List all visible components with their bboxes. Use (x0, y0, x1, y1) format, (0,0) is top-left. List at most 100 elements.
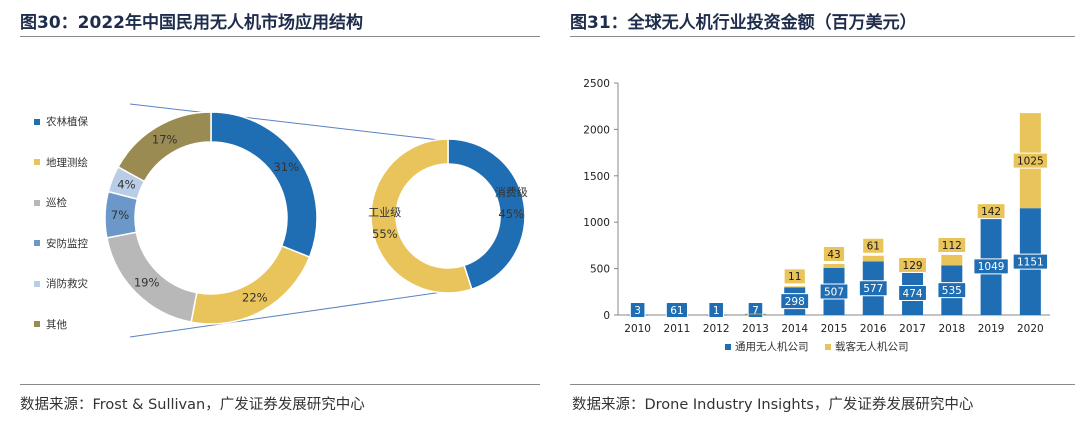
y-tick-label-2: 1000 (583, 217, 610, 229)
bar-label-s1-5: 43 (827, 249, 840, 261)
pie-legend-label-5: 其他 (46, 318, 67, 331)
bar-label-box-s0-6 (858, 280, 888, 297)
x-tick-label-1: 2011 (664, 323, 691, 335)
left-source-rule (20, 384, 540, 385)
bar-label-s1-9: 142 (981, 206, 1001, 218)
grade-donut-category-label-0: 消费级 (495, 185, 528, 199)
pie-legend-label-3: 安防监控 (46, 237, 88, 250)
application-donut-slice-5 (117, 111, 212, 183)
bar-label-box-s0-2 (708, 302, 724, 318)
bar-label-s1-10: 1025 (1017, 155, 1044, 167)
bar-label-box-s1-9 (976, 203, 1006, 220)
bar-label-box-s0-7 (898, 285, 927, 302)
grade-donut-value-label-1: 55% (372, 227, 398, 241)
stacked-bar-chart: 0 500 1000 1500 2000 2500 2010 3 2011 61 2012 1 2013… (583, 78, 1050, 353)
grade-donut-value-label-0: 45% (498, 207, 524, 221)
pie-legend-item-1: 地理测绘 (34, 155, 88, 170)
application-donut-value-label-5: 17% (152, 133, 178, 147)
bar-label-s1-6: 61 (867, 241, 880, 253)
bar-legend-label-0: 通用无人机公司 (735, 340, 809, 353)
pie-legend-swatch-3 (34, 240, 40, 246)
bar-s1-5 (823, 263, 845, 268)
bar-label-s0-3: 7 (752, 305, 759, 317)
x-tick-label-9: 2019 (978, 323, 1005, 335)
grade-donut-category-label-1: 工业级 (368, 206, 401, 219)
connector-line-bottom (129, 287, 471, 338)
left-source-note: 数据来源：Frost & Sullivan，广发证券发展研究中心 (20, 397, 365, 413)
bar-legend-swatch-1 (825, 344, 831, 350)
bar-s1-4 (784, 286, 806, 288)
application-donut-slice-0 (210, 111, 318, 258)
pie-legend-item-5: 其他 (34, 317, 67, 332)
bar-label-s1-4: 11 (788, 271, 801, 283)
application-donut-value-label-2: 19% (134, 275, 160, 289)
right-figure-panel: 图31：全球无人机行业投资金额（百万美元） 0 500 1000 1500 2000 25… (570, 0, 1080, 426)
x-tick-label-5: 2015 (821, 323, 848, 335)
x-tick-label-4: 2014 (781, 323, 808, 335)
application-donut-value-label-1: 22% (242, 291, 268, 305)
bar-label-box-s1-6 (862, 237, 885, 254)
bar-legend-label-1: 载客无人机公司 (835, 340, 909, 353)
bar-label-s0-5: 507 (824, 286, 844, 298)
bar-label-box-s1-4 (783, 268, 806, 285)
bar-label-s1-8: 112 (942, 240, 962, 252)
bar-label-s0-2: 1 (713, 305, 720, 317)
pie-legend-label-1: 地理测绘 (46, 156, 88, 169)
pie-legend-label-4: 消防救灾 (46, 278, 88, 290)
x-tick-label-10: 2020 (1017, 323, 1044, 335)
y-tick-label-5: 2500 (583, 78, 610, 90)
bar-label-s0-7: 474 (903, 288, 923, 300)
grade-donut-slice-1 (370, 138, 473, 294)
connector-line-top (129, 103, 449, 142)
bar-label-box-s0-1 (665, 302, 689, 318)
pie-legend-swatch-5 (34, 321, 40, 327)
x-tick-label-8: 2018 (938, 323, 965, 335)
bar-label-box-s0-9 (973, 258, 1009, 275)
bar-label-box-s1-7 (898, 257, 927, 274)
left-figure-panel: 图30：2022年中国民用无人机市场应用结构 农林植保 地理测绘 巡检 安防监控 消防救… (20, 13, 540, 413)
x-tick-label-6: 2016 (860, 323, 887, 335)
y-tick-label-3: 1500 (583, 171, 610, 183)
right-figure-title: 图31：全球无人机行业投资金额（百万美元） (570, 13, 917, 33)
grade-donut-slice-0 (447, 138, 526, 291)
bar-label-box-s1-10 (1012, 152, 1049, 169)
bar-label-s1-7: 129 (903, 260, 923, 272)
pie-legend-item-3: 安防监控 (34, 236, 88, 251)
bar-label-s0-10: 1151 (1017, 256, 1044, 268)
pie-legend-swatch-2 (34, 199, 40, 206)
application-donut-slice-1 (190, 245, 311, 325)
bar-label-box-s0-10 (1012, 253, 1049, 270)
bar-label-box-s0-8 (937, 282, 967, 299)
application-donut-value-label-0: 31% (273, 160, 299, 174)
right-source-note: 数据来源：Drone Industry Insights，广发证券发展研究中心 (572, 397, 974, 413)
bar-s1-3 (744, 313, 766, 315)
pie-legend-label-2: 巡检 (46, 197, 67, 209)
bar-label-box-s0-0 (629, 302, 646, 318)
bar-label-s0-1: 61 (670, 305, 683, 317)
bar-legend-swatch-0 (725, 344, 731, 350)
right-title-rule (570, 36, 1075, 37)
y-tick-label-0: 0 (603, 310, 610, 322)
bar-label-box-s0-5 (819, 283, 849, 300)
bar-s1-8 (941, 254, 963, 266)
pie-legend-swatch-1 (34, 159, 40, 165)
x-tick-label-7: 2017 (899, 323, 926, 335)
right-source-rule (570, 384, 1075, 385)
bar-label-s0-6: 577 (863, 283, 883, 295)
application-donut-value-label-4: 4% (117, 178, 135, 192)
y-tick-label-1: 500 (590, 264, 610, 276)
left-title-rule (20, 36, 540, 37)
y-tick-label-4: 2000 (583, 124, 610, 136)
x-tick-label-0: 2010 (624, 323, 651, 335)
pie-legend-swatch-4 (34, 280, 40, 287)
bar-label-box-s1-8 (937, 236, 967, 253)
bar-label-s0-8: 535 (942, 285, 962, 297)
pie-legend-item-4: 消防救灾 (34, 276, 88, 291)
pie-legend-label-0: 农林植保 (46, 116, 88, 128)
pie-legend-swatch-0 (34, 118, 40, 125)
bar-label-box-s0-4 (780, 293, 810, 310)
x-tick-label-3: 2013 (742, 323, 769, 335)
bar-s1-6 (862, 255, 884, 262)
x-tick-label-2: 2012 (703, 323, 730, 335)
bar-label-s0-4: 298 (785, 296, 805, 308)
